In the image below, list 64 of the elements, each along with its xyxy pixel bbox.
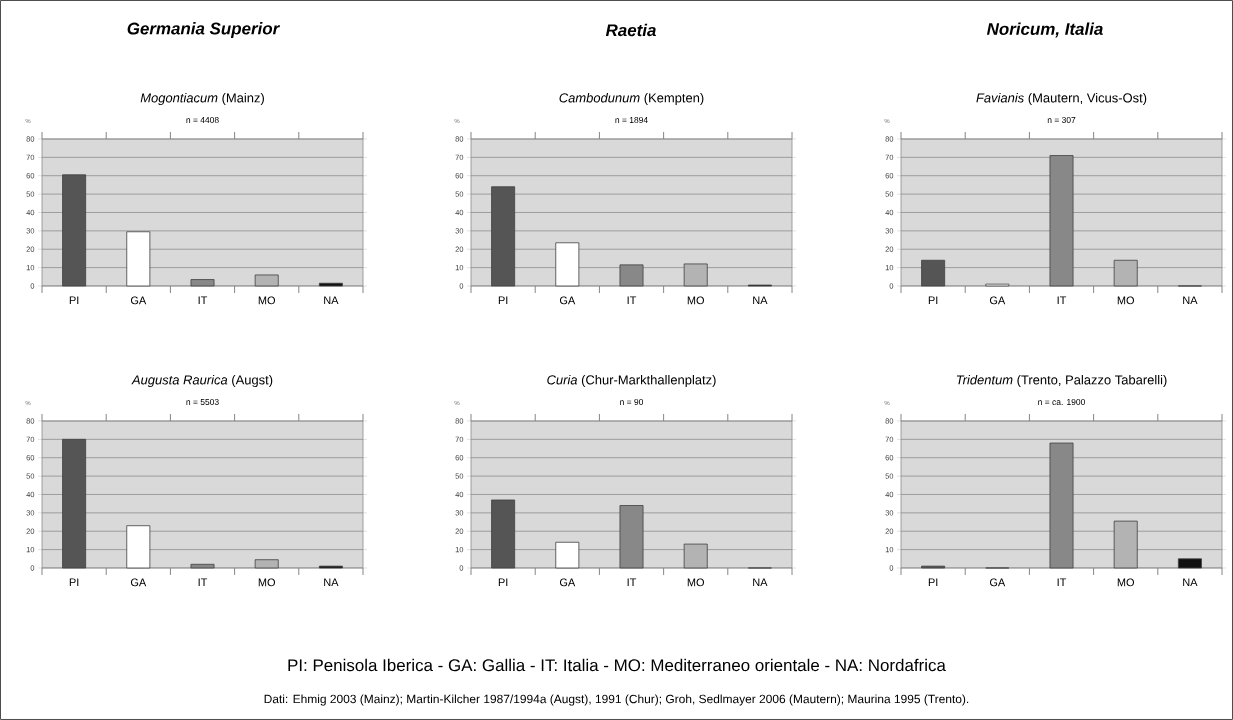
bar xyxy=(555,242,580,287)
bar xyxy=(126,525,151,569)
bar xyxy=(491,499,516,569)
bar xyxy=(555,541,580,569)
chart-subtitle: n = 90 xyxy=(620,399,644,405)
x-tick-label: GA xyxy=(989,578,1006,587)
x-tick-label: IT xyxy=(198,296,208,305)
text: Noricum, Italia xyxy=(986,22,1103,38)
x-tick-label: PI xyxy=(928,296,938,305)
bar xyxy=(1113,259,1138,287)
bar xyxy=(62,438,87,569)
chart-subtitle: n = 1894 xyxy=(615,117,648,123)
x-tick-label: NA xyxy=(324,578,339,587)
bar xyxy=(1113,520,1138,569)
text: Raetia xyxy=(605,23,656,37)
x-tick-label: GA xyxy=(130,578,147,587)
chart-subtitle: n = 307 xyxy=(1047,117,1076,123)
x-tick-label: GA xyxy=(130,296,147,305)
x-tick-label: IT xyxy=(1057,296,1067,305)
x-tick-label: MO xyxy=(1117,296,1135,305)
bar xyxy=(126,231,151,287)
x-tick-label: IT xyxy=(1057,578,1067,587)
text: Dati: Ehmig 2003 (Mainz); Martin-Kilcher 1987/1994a (Augst), 1991 (Chur); Groh, Sedlmayer 2006 (Mautern); Maurina 1995 (Trento). xyxy=(264,694,969,706)
x-tick-label: MO xyxy=(687,578,705,587)
x-tick-label: MO xyxy=(1117,578,1135,587)
bar xyxy=(683,263,708,287)
x-tick-label: PI xyxy=(69,578,79,587)
chart-subtitle: n = 4408 xyxy=(186,117,219,123)
text: PI: Penisola Iberica - GA: Gallia - IT: Italia - MO: Mediterraneo orientale - NA: Nordafrica xyxy=(288,658,946,672)
bar xyxy=(254,559,279,569)
x-tick-label: MO xyxy=(258,296,276,305)
x-tick-label: NA xyxy=(1183,578,1198,587)
chart-subtitle: n = ca. 1900 xyxy=(1038,399,1085,405)
x-tick-label: PI xyxy=(928,578,938,587)
x-tick-label: PI xyxy=(69,296,79,305)
x-tick-label: PI xyxy=(498,296,508,305)
chart-title: Favianis (Mautern, Vicus-Ost) xyxy=(976,92,1147,106)
x-tick-label: IT xyxy=(198,578,208,587)
bar xyxy=(683,543,708,569)
bar xyxy=(921,259,946,287)
text: Germania Superior xyxy=(127,22,280,38)
x-tick-label: NA xyxy=(753,578,768,587)
chart-title: Tridentum (Trento, Palazzo Tabarelli) xyxy=(956,374,1167,388)
chart-title: Mogontiacum (Mainz) xyxy=(140,92,264,106)
x-tick-label: GA xyxy=(559,296,576,305)
bar xyxy=(1177,558,1202,569)
x-tick-label: NA xyxy=(324,296,339,305)
x-tick-label: GA xyxy=(559,578,576,587)
bar xyxy=(318,282,343,287)
x-tick-label: MO xyxy=(258,578,276,587)
x-tick-label: PI xyxy=(498,578,508,587)
chart-title: Augusta Raurica (Augst) xyxy=(131,374,273,388)
x-tick-label: IT xyxy=(627,296,637,305)
chart-subtitle: n = 5503 xyxy=(186,399,219,405)
x-tick-label: GA xyxy=(989,296,1006,305)
x-tick-label: NA xyxy=(1183,296,1198,305)
chart-title: Cambodunum (Kempten) xyxy=(559,92,704,106)
bar xyxy=(491,186,516,287)
x-tick-label: NA xyxy=(753,296,768,305)
bar xyxy=(254,274,279,287)
x-tick-label: IT xyxy=(627,578,637,587)
bar xyxy=(62,174,87,287)
chart-title: Curia (Chur-Markthallenplatz) xyxy=(547,374,716,388)
x-tick-label: MO xyxy=(687,296,705,305)
